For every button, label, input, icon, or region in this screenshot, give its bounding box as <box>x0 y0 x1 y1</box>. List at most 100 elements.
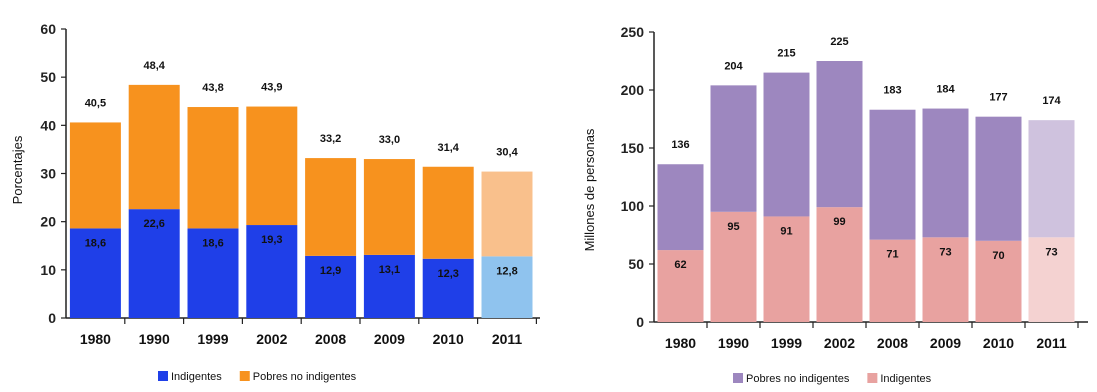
left-segment-label-2009: 13,1 <box>379 264 400 276</box>
left-bar-indigentes-2011 <box>481 256 533 318</box>
right-total-label-1990: 204 <box>724 60 743 72</box>
right-bar-pobres-no-indigentes-1999 <box>763 72 810 217</box>
right-x-tick-label-1980: 1980 <box>665 335 696 351</box>
left-y-tick-label: 40 <box>40 117 56 133</box>
right-segment-label-2011: 73 <box>1045 246 1057 258</box>
left-total-label-2010: 31,4 <box>437 142 459 154</box>
left-bar-indigentes-1999 <box>187 228 239 318</box>
left-total-label-2009: 33,0 <box>379 134 400 146</box>
left-bar-pobres-no-indigentes-2002 <box>246 106 298 226</box>
left-legend-swatch-pobres-no-indigentes <box>239 371 250 381</box>
left-y-tick-label: 60 <box>40 21 56 37</box>
left-legend-label-pobres-no-indigentes: Pobres no indigentes <box>253 371 357 383</box>
right-segment-label-2010: 70 <box>992 250 1004 262</box>
right-total-label-2011: 174 <box>1042 95 1061 107</box>
right-bar-pobres-no-indigentes-2008 <box>869 109 916 240</box>
left-bar-pobres-no-indigentes-1980 <box>69 122 121 229</box>
left-x-tick-label-1980: 1980 <box>80 331 111 347</box>
left-x-tick-label-2009: 2009 <box>374 331 405 347</box>
left-bar-indigentes-2010 <box>422 258 474 318</box>
left-bar-indigentes-1980 <box>69 228 121 318</box>
right-x-tick-label-1990: 1990 <box>718 335 749 351</box>
right-bar-pobres-no-indigentes-1980 <box>657 164 704 251</box>
right-bar-indigentes-2010 <box>975 240 1022 322</box>
right-segment-label-2002: 99 <box>833 216 845 228</box>
left-y-tick-label: 30 <box>40 166 56 182</box>
right-bar-indigentes-2011 <box>1028 237 1075 322</box>
left-y-axis-label: Porcentajes <box>10 135 25 204</box>
left-x-tick-label-2008: 2008 <box>315 331 346 347</box>
right-y-tick-label: 0 <box>636 314 644 330</box>
left-x-tick-label-2011: 2011 <box>492 331 523 347</box>
left-segment-label-1990: 22,6 <box>143 218 164 230</box>
right-segment-label-2009: 73 <box>939 246 951 258</box>
left-total-label-2008: 33,2 <box>320 133 341 145</box>
right-y-tick-label: 250 <box>621 24 645 40</box>
right-x-tick-label-2002: 2002 <box>824 335 855 351</box>
left-segment-label-2011: 12,8 <box>496 265 517 277</box>
right-bar-pobres-no-indigentes-1990 <box>710 85 757 212</box>
left-total-label-1999: 43,8 <box>202 82 223 94</box>
left-bar-pobres-no-indigentes-1990 <box>128 84 180 210</box>
right-x-tick-label-2008: 2008 <box>877 335 908 351</box>
right-bar-pobres-no-indigentes-2010 <box>975 116 1022 241</box>
right-segment-label-2008: 71 <box>886 249 898 261</box>
left-y-tick-label: 10 <box>40 262 56 278</box>
right-x-tick-label-2011: 2011 <box>1036 335 1067 351</box>
left-segment-label-1980: 18,6 <box>85 237 106 249</box>
right-legend-label-indigentes: Indigentes <box>880 373 931 385</box>
left-y-tick-label: 20 <box>40 214 56 230</box>
right-total-label-1980: 136 <box>671 139 689 151</box>
left-legend-swatch-indigentes <box>158 371 168 381</box>
right-legend-swatch-pobres-no-indigentes <box>733 373 743 383</box>
left-bar-indigentes-1990 <box>128 209 180 318</box>
right-bar-indigentes-1999 <box>763 216 810 322</box>
right-y-tick-label: 150 <box>621 140 645 156</box>
left-total-label-1980: 40,5 <box>85 97 106 109</box>
right-y-axis-label: Millones de personas <box>582 128 597 251</box>
left-x-tick-label-2010: 2010 <box>433 331 464 347</box>
left-legend-label-indigentes: Indigentes <box>171 371 222 383</box>
right-bar-indigentes-1980 <box>657 250 704 322</box>
left-bar-pobres-no-indigentes-2010 <box>422 166 474 259</box>
right-bar-indigentes-1990 <box>710 211 757 322</box>
right-x-tick-label-2009: 2009 <box>930 335 961 351</box>
left-bar-pobres-no-indigentes-1999 <box>187 107 239 229</box>
right-y-tick-label: 100 <box>621 198 645 214</box>
right-bar-pobres-no-indigentes-2009 <box>922 108 969 238</box>
left-bar-pobres-no-indigentes-2011 <box>481 171 533 257</box>
right-legend-swatch-indigentes <box>867 373 878 383</box>
right-x-tick-label-1999: 1999 <box>771 335 802 351</box>
right-bar-indigentes-2002 <box>816 207 863 322</box>
right-total-label-2010: 177 <box>989 92 1007 104</box>
right-total-label-2009: 184 <box>936 84 955 96</box>
left-y-tick-label: 0 <box>48 310 56 326</box>
left-bar-indigentes-2009 <box>363 254 415 318</box>
left-segment-label-2002: 19,3 <box>261 234 282 246</box>
right-total-label-1999: 215 <box>777 48 795 60</box>
right-bar-pobres-no-indigentes-2011 <box>1028 120 1075 238</box>
left-y-tick-label: 50 <box>40 69 56 85</box>
left-bar-indigentes-2008 <box>305 255 357 318</box>
left-segment-label-2008: 12,9 <box>320 265 341 277</box>
right-segment-label-1999: 91 <box>780 225 792 237</box>
right-segment-label-1980: 62 <box>674 259 686 271</box>
left-segment-label-1999: 18,6 <box>202 237 223 249</box>
right-bar-pobres-no-indigentes-2002 <box>816 61 863 208</box>
poverty-millions-chart: 0 50 100 150 200 250 Millones de personas 62 136… <box>582 24 1088 385</box>
left-x-tick-label-1999: 1999 <box>197 331 228 347</box>
left-total-label-2011: 30,4 <box>496 147 518 159</box>
left-segment-label-2010: 12,3 <box>437 268 458 280</box>
poverty-percentage-chart: 0 10 20 30 40 50 60 Porcentajes 18,6 40,5 1980 22,6… <box>10 21 540 383</box>
right-y-tick-label: 200 <box>621 82 645 98</box>
left-total-label-2002: 43,9 <box>261 82 282 94</box>
right-y-tick-label: 50 <box>628 256 644 272</box>
right-total-label-2002: 225 <box>830 36 848 48</box>
left-bar-pobres-no-indigentes-2008 <box>305 158 357 256</box>
right-total-label-2008: 183 <box>883 85 901 97</box>
right-segment-label-1990: 95 <box>727 221 739 233</box>
left-x-tick-label-1990: 1990 <box>139 331 170 347</box>
left-bar-pobres-no-indigentes-2009 <box>363 159 415 255</box>
left-x-tick-label-2002: 2002 <box>256 331 287 347</box>
